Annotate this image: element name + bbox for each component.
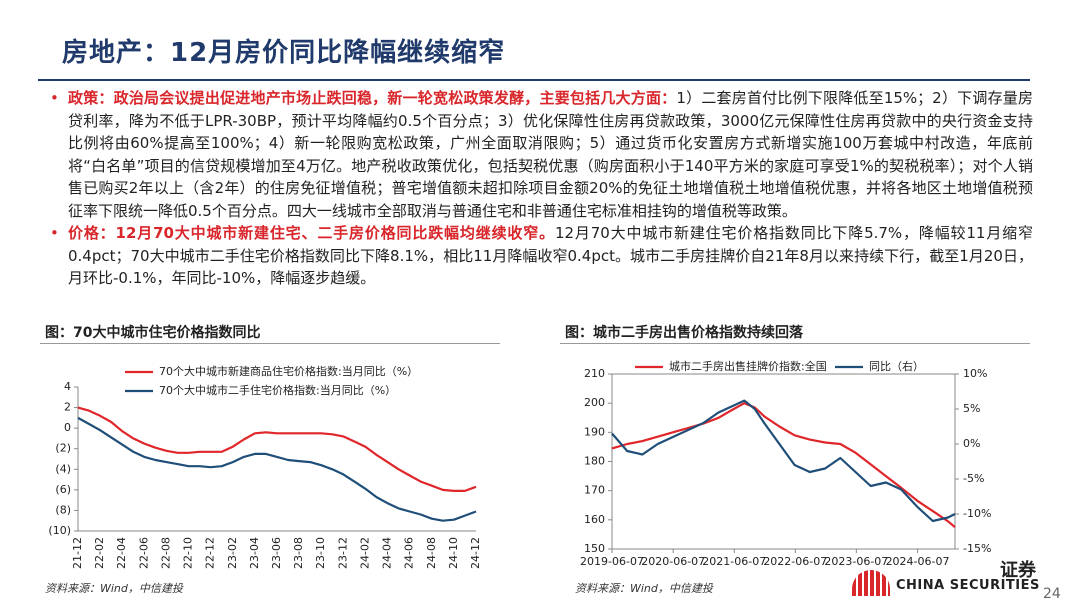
x-tick-label: 23-06 [270, 537, 283, 569]
y-tick-label: (4) [55, 462, 71, 475]
legend-label: 同比（右） [869, 359, 924, 373]
y-tick-label: 0 [64, 421, 71, 434]
series-line [77, 416, 477, 522]
bullet-lead: 政策：政治局会议提出促进地产市场止跌回稳，新一轮宽松政策发酵，主要包括几大方面： [68, 89, 677, 107]
y-tick-label: 200 [584, 396, 605, 409]
series-line [77, 406, 477, 492]
chart-caption: 图：城市二手房出售价格指数持续回落 [565, 325, 803, 341]
x-tick-label: 24-02 [358, 537, 371, 569]
y-tick-label: 190 [584, 425, 605, 438]
title-rule [38, 79, 1030, 81]
x-tick-label: 21-12 [71, 537, 84, 569]
y-tick-label: 10% [963, 367, 987, 380]
bullet-body: 12月70大中城市新建住宅价格指数同比下降5.7%，降幅较11月缩窄0.4pct… [68, 224, 1033, 287]
y-tick-label: 4 [64, 380, 71, 393]
x-tick-label: 24-04 [381, 537, 394, 569]
x-tick-label: 24-06 [403, 537, 416, 569]
x-tick-label: 2023-06-07 [824, 555, 888, 568]
y-tick-label: 160 [584, 513, 605, 526]
chart: 150 160 170 180 190 200 210 10% 5% 0% -5% -10% -15% 2… [580, 359, 991, 568]
bullet: 价格：12月70大中城市新建住宅、二手房价格同比跌幅均继续收窄。12月70大中城… [48, 222, 1033, 290]
y-tick-label: (6) [55, 483, 71, 496]
chart-source: 资料来源：Wind，中信建投 [575, 582, 713, 595]
y-tick-label: 170 [584, 484, 605, 497]
x-tick-label: 22-04 [115, 537, 128, 569]
x-tick-label: 2022-06-07 [763, 555, 827, 568]
legend-label: 70个大中城市二手住宅价格指数:当月同比（%） [159, 383, 396, 397]
chart-source: 资料来源：Wind，中信建投 [45, 582, 183, 595]
bullet-lead: 价格：12月70大中城市新建住宅、二手房价格同比跌幅均继续收窄。 [68, 224, 555, 242]
x-tick-label: 23-02 [226, 537, 239, 569]
x-tick-label: 24-12 [469, 537, 482, 569]
slide-title: 房地产：12月房价同比降幅继续缩窄 [62, 38, 506, 68]
y-tick-label: (8) [55, 503, 71, 516]
x-tick-label: 24-08 [425, 537, 438, 569]
caption-rule [560, 343, 1030, 344]
y-tick-label: 0% [963, 437, 980, 450]
y-tick-label: (2) [55, 442, 71, 455]
x-tick-label: 24-10 [447, 537, 460, 569]
y-tick-label: 2 [64, 401, 71, 414]
x-tick-label: 22-08 [159, 537, 172, 569]
x-tick-label: 2020-06-07 [641, 555, 705, 568]
bullet-body: 1）二套房首付比例下限降低至15%；2）下调存量房贷利率，降为不低于LPR-30… [68, 89, 1033, 220]
x-tick-label: 22-06 [137, 537, 150, 569]
y-tick-label: 210 [584, 367, 605, 380]
logo: 证券 CHINA SECURITIES [850, 556, 1040, 600]
x-tick-label: 22-12 [204, 537, 217, 569]
x-tick-label: 2019-06-07 [580, 555, 644, 568]
series-line [611, 399, 956, 523]
logo-mark [852, 570, 890, 596]
legend-item: 70个大中城市二手住宅价格指数:当月同比（%） [125, 383, 396, 397]
y-tick-label: -5% [963, 472, 984, 485]
x-tick-label: 2024-06-07 [886, 555, 950, 568]
y-tick-label: -15% [963, 542, 991, 555]
y-tick-label: 150 [584, 542, 605, 555]
legend-item: 城市二手房出售挂牌价指数:全国 [635, 359, 827, 373]
chart: 4 2 0 (2) (4) (6) (8) (10)21-12 22-02 22-04 22-06 2… [48, 364, 482, 569]
y-tick-label: 180 [584, 455, 605, 468]
x-tick-label: 23-10 [314, 537, 327, 569]
bullet: 政策：政治局会议提出促进地产市场止跌回稳，新一轮宽松政策发酵，主要包括几大方面：… [48, 87, 1033, 222]
legend-label: 城市二手房出售挂牌价指数:全国 [669, 359, 827, 373]
page-number: 24 [1043, 586, 1061, 602]
x-tick-label: 22-10 [182, 537, 195, 569]
series-line [611, 402, 956, 528]
legend-item: 同比（右） [835, 359, 924, 373]
x-tick-label: 23-04 [248, 537, 261, 569]
bullet-list: 政策：政治局会议提出促进地产市场止跌回稳，新一轮宽松政策发酵，主要包括几大方面：… [48, 87, 1033, 290]
x-tick-label: 23-08 [292, 537, 305, 569]
legend-label: 70个大中城市新建商品住宅价格指数:当月同比（%） [159, 364, 418, 378]
x-tick-label: 22-02 [93, 537, 106, 569]
logo-text: 证券 [1000, 560, 1036, 581]
y-tick-label: (10) [48, 524, 71, 537]
legend-item: 70个大中城市新建商品住宅价格指数:当月同比（%） [125, 364, 418, 378]
logo-text: CHINA SECURITIES [896, 578, 1040, 593]
caption-rule [40, 343, 500, 344]
x-tick-label: 23-12 [336, 537, 349, 569]
y-tick-label: 5% [963, 402, 980, 415]
y-tick-label: -10% [963, 507, 991, 520]
x-tick-label: 2021-06-07 [702, 555, 766, 568]
chart-caption: 图：70大中城市住宅价格指数同比 [45, 325, 261, 341]
